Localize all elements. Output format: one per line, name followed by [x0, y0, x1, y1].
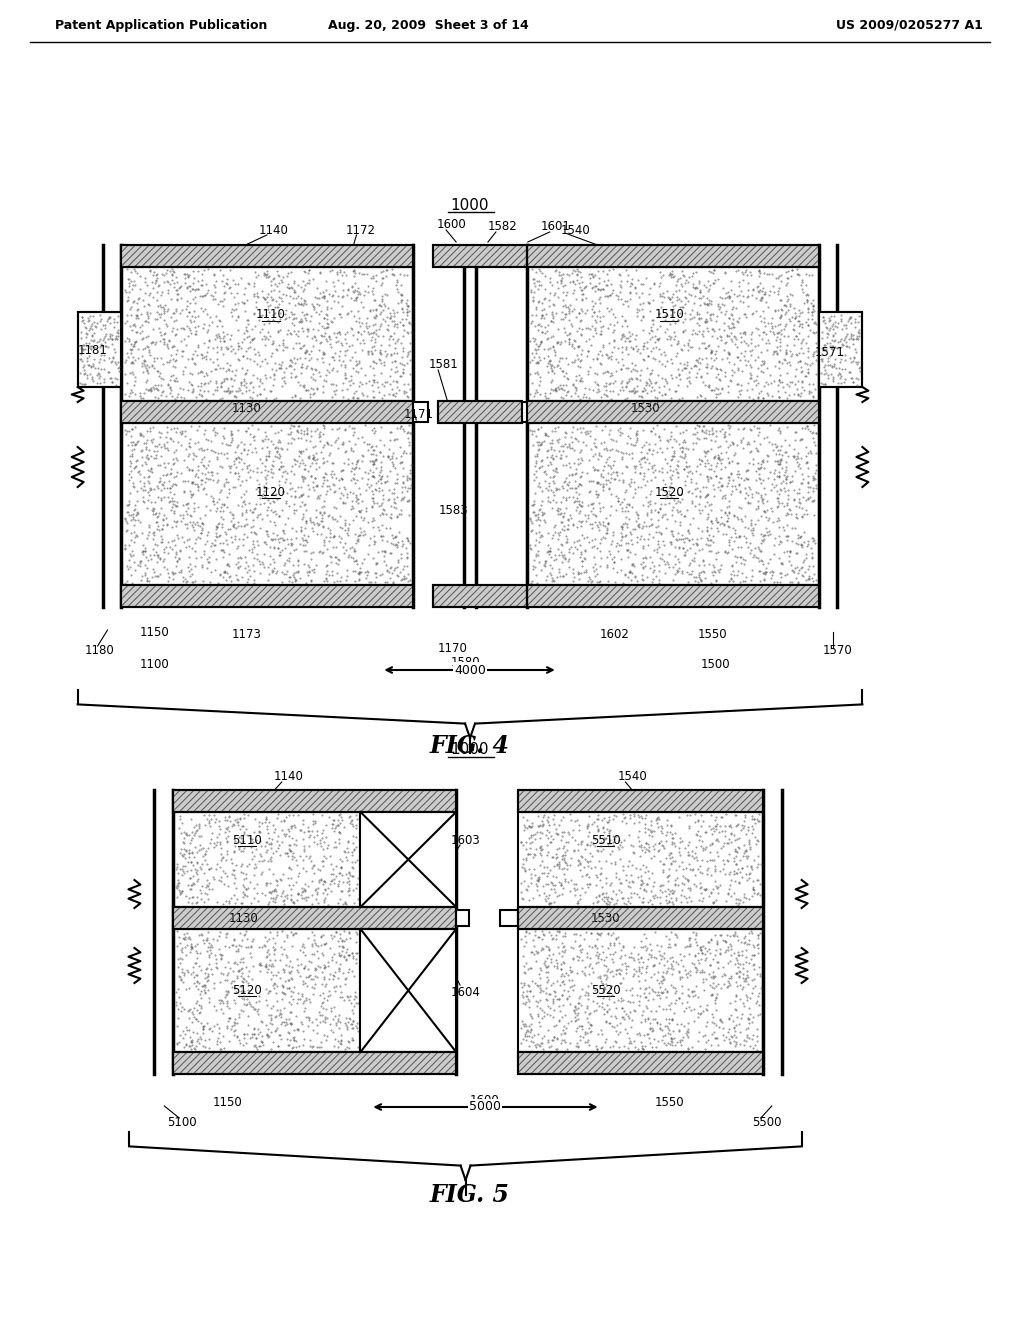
Bar: [360, 929, 456, 1052]
Text: 1000: 1000: [451, 198, 489, 213]
Bar: [122, 267, 414, 401]
Bar: [122, 401, 414, 422]
Bar: [518, 789, 763, 812]
Text: 1150: 1150: [212, 1096, 242, 1109]
Text: 1520: 1520: [654, 486, 684, 499]
Text: 1171: 1171: [403, 408, 433, 421]
Bar: [433, 585, 526, 607]
Bar: [526, 267, 818, 401]
Text: 1181: 1181: [78, 343, 108, 356]
Text: FIG. 5: FIG. 5: [430, 1183, 510, 1206]
Bar: [518, 907, 763, 929]
Text: Patent Application Publication: Patent Application Publication: [54, 18, 267, 32]
Text: 1500: 1500: [700, 659, 730, 672]
Text: 1602: 1602: [599, 627, 630, 640]
Text: 1140: 1140: [273, 771, 304, 784]
Text: 4000: 4000: [454, 664, 486, 676]
Bar: [122, 585, 414, 607]
Text: 1603: 1603: [452, 833, 481, 846]
Bar: [518, 812, 763, 907]
Text: 1130: 1130: [229, 912, 259, 924]
Bar: [122, 246, 414, 267]
Bar: [122, 401, 414, 422]
Bar: [433, 585, 526, 607]
Text: 1540: 1540: [617, 771, 647, 784]
Bar: [78, 312, 122, 387]
Text: 1583: 1583: [438, 503, 468, 516]
Text: 1600: 1600: [436, 219, 466, 231]
Text: 1110: 1110: [256, 309, 286, 322]
Bar: [518, 1052, 763, 1074]
Text: 5100: 5100: [167, 1115, 197, 1129]
Bar: [526, 422, 818, 585]
Text: 5110: 5110: [232, 833, 262, 846]
Bar: [173, 907, 456, 929]
Text: 1540: 1540: [561, 223, 591, 236]
Text: 1580: 1580: [451, 656, 480, 669]
Bar: [122, 246, 414, 267]
Bar: [438, 401, 522, 422]
Bar: [433, 246, 526, 267]
Text: 1173: 1173: [232, 627, 262, 640]
Text: 1510: 1510: [654, 309, 684, 322]
Text: 1582: 1582: [488, 220, 518, 234]
Bar: [173, 1052, 456, 1074]
Bar: [173, 1052, 456, 1074]
Text: US 2009/0205277 A1: US 2009/0205277 A1: [837, 18, 983, 32]
Text: 1140: 1140: [259, 223, 289, 236]
Bar: [526, 401, 818, 422]
Bar: [526, 401, 818, 422]
Text: 1550: 1550: [654, 1096, 684, 1109]
Text: 1570: 1570: [822, 644, 852, 656]
Text: 5500: 5500: [752, 1115, 781, 1129]
Bar: [518, 789, 763, 812]
Text: 1550: 1550: [697, 627, 727, 640]
Bar: [818, 312, 862, 387]
Bar: [173, 789, 456, 812]
Text: 1600: 1600: [470, 1093, 500, 1106]
Bar: [452, 909, 469, 927]
Text: 1180: 1180: [85, 644, 115, 656]
Text: 1120: 1120: [256, 486, 286, 499]
Bar: [500, 909, 518, 927]
Text: 1150: 1150: [139, 626, 169, 639]
Bar: [438, 401, 522, 422]
Text: FIG. 4: FIG. 4: [430, 734, 510, 758]
Bar: [526, 246, 818, 267]
Bar: [433, 246, 526, 267]
Text: 1000: 1000: [451, 742, 489, 758]
Bar: [173, 789, 456, 812]
Text: 1530: 1530: [631, 401, 660, 414]
Bar: [122, 585, 414, 607]
Bar: [173, 907, 456, 929]
Bar: [818, 312, 862, 387]
Text: 1604: 1604: [452, 986, 481, 998]
Bar: [78, 312, 122, 387]
Bar: [518, 907, 763, 929]
Text: 5520: 5520: [591, 983, 621, 997]
Text: 1172: 1172: [345, 223, 376, 236]
Bar: [526, 585, 818, 607]
Bar: [173, 929, 360, 1052]
Bar: [526, 585, 818, 607]
Text: 1581: 1581: [428, 359, 458, 371]
Text: 5000: 5000: [469, 1101, 501, 1114]
Bar: [360, 812, 456, 907]
Text: 1170: 1170: [438, 642, 468, 655]
Bar: [173, 812, 360, 907]
Bar: [409, 403, 428, 422]
Bar: [526, 246, 818, 267]
Text: 5510: 5510: [591, 833, 621, 846]
Bar: [511, 403, 530, 422]
Bar: [122, 422, 414, 585]
Text: Aug. 20, 2009  Sheet 3 of 14: Aug. 20, 2009 Sheet 3 of 14: [328, 18, 528, 32]
Text: 5120: 5120: [232, 983, 262, 997]
Text: 1601: 1601: [541, 220, 570, 234]
Text: 1130: 1130: [232, 401, 262, 414]
Text: 1571: 1571: [814, 346, 845, 359]
Text: 1100: 1100: [139, 659, 169, 672]
Bar: [518, 1052, 763, 1074]
Bar: [518, 929, 763, 1052]
Text: 1530: 1530: [591, 912, 621, 924]
